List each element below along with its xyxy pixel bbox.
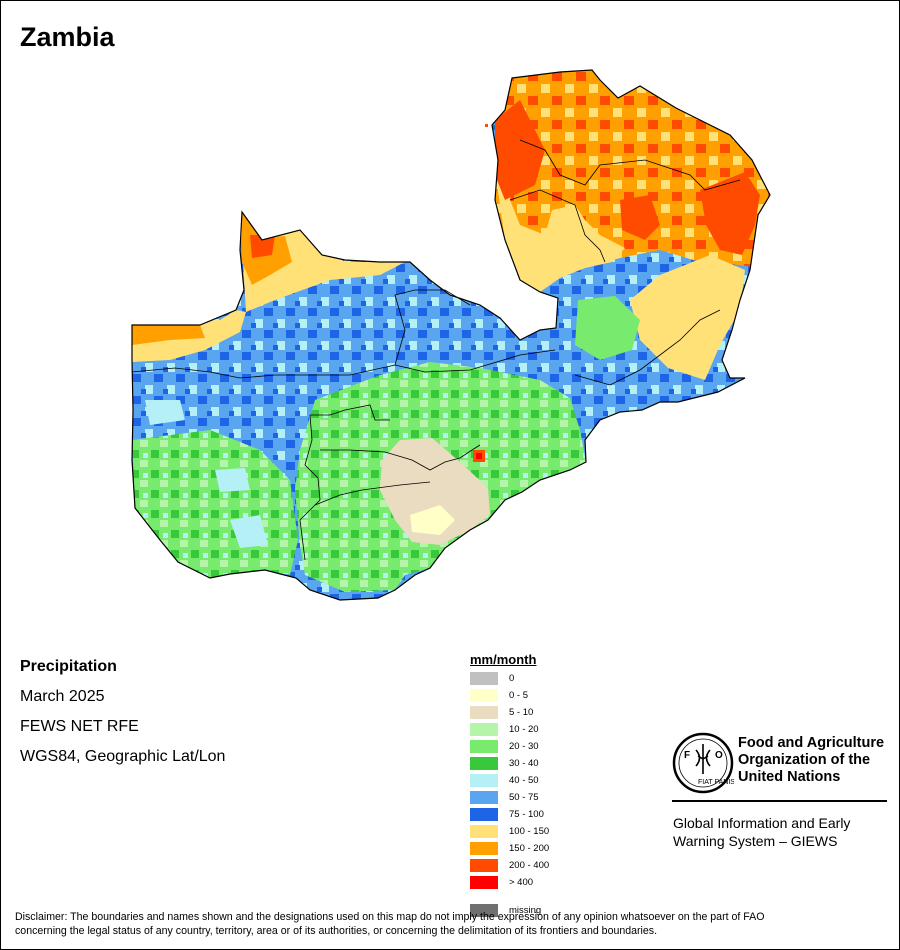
- fao-name: Food and Agriculture Organization of the…: [738, 735, 898, 786]
- fao-name-line2: Organization of the: [738, 752, 871, 768]
- legend-label: 30 - 40: [509, 758, 539, 769]
- logo-divider: [672, 800, 887, 802]
- map-title: Zambia: [20, 22, 115, 52]
- legend-missing-swatch: [470, 904, 498, 917]
- projection-label: WGS84, Geographic Lat/Lon: [20, 748, 226, 765]
- legend-row: 50 - 75: [470, 790, 590, 807]
- precipitation-map: [131, 69, 771, 601]
- legend-label: 5 - 10: [509, 707, 534, 718]
- legend-row: 150 - 200: [470, 841, 590, 858]
- legend-label: 0 - 5: [509, 690, 529, 701]
- legend-row: 75 - 100: [470, 807, 590, 824]
- emblem-letter-f: F: [684, 750, 690, 761]
- legend-label: 75 - 100: [509, 809, 544, 820]
- legend-row: 0: [470, 671, 590, 688]
- legend-swatch: [470, 842, 498, 855]
- legend: mm/month 0 0 - 5 5 - 10 10 - 20 20 - 30 30 - …: [470, 652, 590, 892]
- legend-row: > 400: [470, 875, 590, 892]
- emblem-text: FIAT PANIS: [698, 779, 734, 786]
- disclaimer-line1: Disclaimer: The boundaries and names sho…: [15, 911, 765, 923]
- giews-line2: Warning System – GIEWS: [673, 833, 838, 849]
- legend-swatch: [470, 740, 498, 753]
- variable-label: Precipitation: [20, 658, 117, 675]
- legend-swatch: [470, 672, 498, 685]
- precipitation-raster: [132, 70, 770, 600]
- legend-swatch: [470, 757, 498, 770]
- fao-name-line3: United Nations: [738, 769, 841, 785]
- source-label: FEWS NET RFE: [20, 718, 139, 735]
- legend-swatch: [470, 774, 498, 787]
- legend-missing-row: missing: [470, 903, 590, 919]
- legend-row: 0 - 5: [470, 688, 590, 705]
- province-boundaries: [131, 139, 741, 561]
- legend-label: 50 - 75: [509, 792, 539, 803]
- legend-missing-label: missing: [509, 905, 542, 916]
- giews-line1: Global Information and Early: [673, 815, 851, 831]
- disclaimer-line2: concerning the legal status of any count…: [15, 925, 658, 937]
- legend-label: 200 - 400: [509, 860, 550, 871]
- fao-emblem-icon: F O FIAT PANIS: [672, 732, 735, 794]
- emblem-letter-o: O: [715, 750, 723, 761]
- fao-name-line1: Food and Agriculture: [738, 735, 885, 751]
- legend-row: 40 - 50: [470, 773, 590, 790]
- legend-swatch: [470, 876, 498, 889]
- fao-logo: F O FIAT PANIS Food and Agriculture Orga…: [672, 732, 887, 849]
- legend-row: 200 - 400: [470, 858, 590, 875]
- legend-label: 20 - 30: [509, 741, 539, 752]
- period-label: March 2025: [20, 688, 105, 705]
- lake-marker: [485, 124, 488, 127]
- legend-label: 150 - 200: [509, 843, 550, 854]
- giews-name: Global Information and Early Warning Sys…: [673, 814, 893, 850]
- legend-label: > 400: [509, 877, 534, 888]
- map-info: Precipitation March 2025 FEWS NET RFE WG…: [20, 656, 225, 776]
- legend-swatch: [470, 859, 498, 872]
- legend-swatch: [470, 689, 498, 702]
- disclaimer: Disclaimer: The boundaries and names sho…: [15, 910, 887, 938]
- legend-swatch: [470, 723, 498, 736]
- legend-swatch: [470, 825, 498, 838]
- legend-label: 40 - 50: [509, 775, 539, 786]
- legend-label: 0: [509, 673, 515, 684]
- legend-row: 30 - 40: [470, 756, 590, 773]
- legend-swatch: [470, 791, 498, 804]
- legend-label: 100 - 150: [509, 826, 550, 837]
- legend-swatch: [470, 706, 498, 719]
- legend-unit: mm/month: [470, 652, 537, 667]
- legend-row: 5 - 10: [470, 705, 590, 722]
- legend-row: 20 - 30: [470, 739, 590, 756]
- legend-swatch: [470, 808, 498, 821]
- legend-row: 10 - 20: [470, 722, 590, 739]
- legend-row: 100 - 150: [470, 824, 590, 841]
- legend-label: 10 - 20: [509, 724, 539, 735]
